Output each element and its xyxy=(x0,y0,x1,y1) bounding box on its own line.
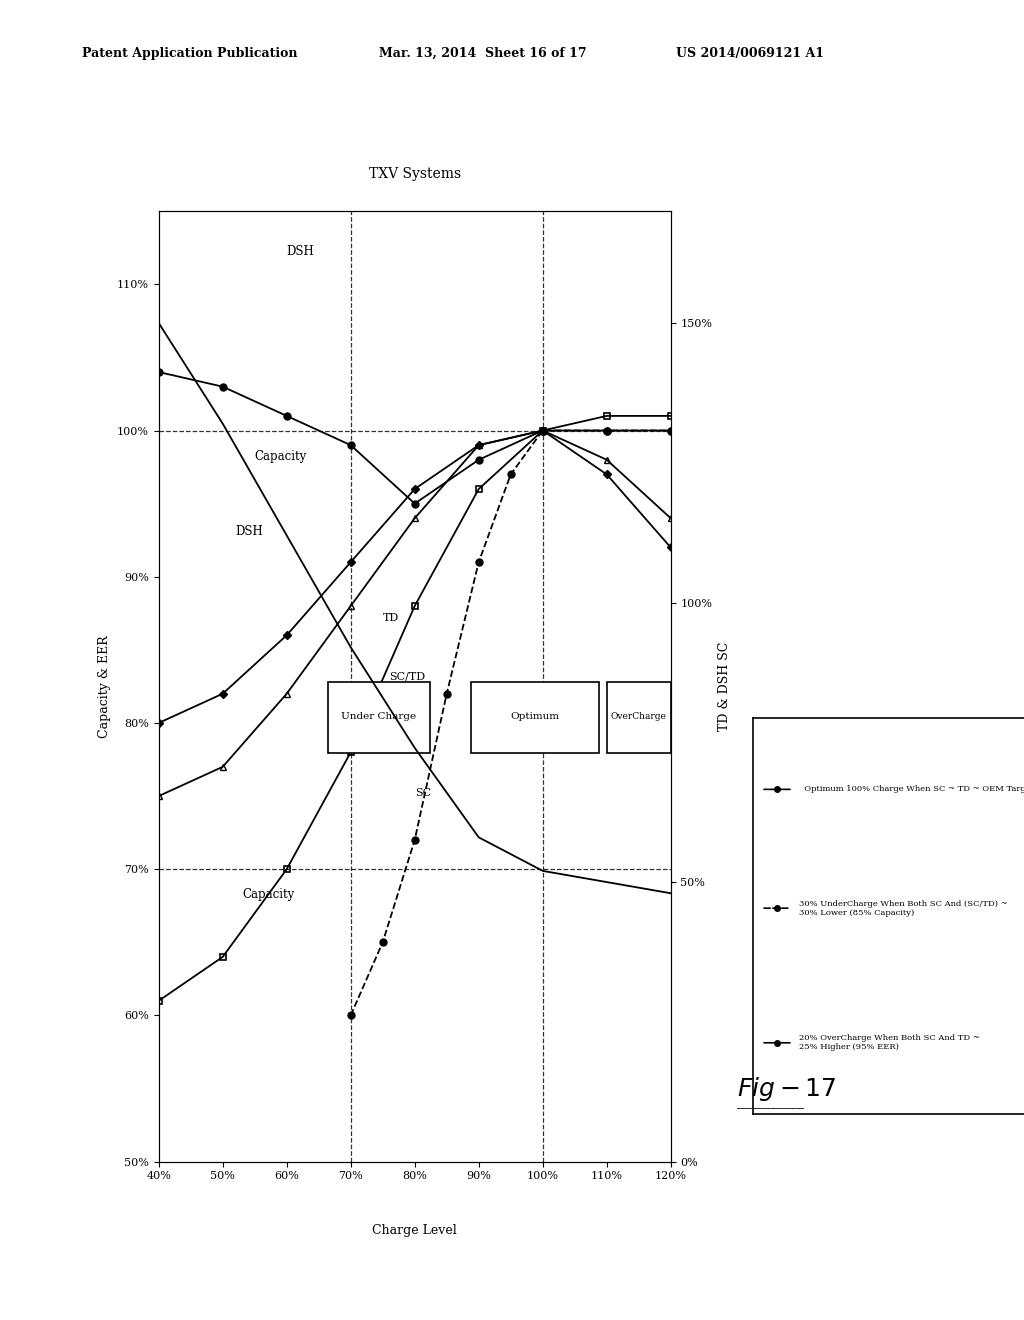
Text: TD: TD xyxy=(383,612,399,623)
Text: Patent Application Publication: Patent Application Publication xyxy=(82,46,297,59)
Text: 20% OverCharge When Both SC And TD ~
25% Higher (95% EER): 20% OverCharge When Both SC And TD ~ 25%… xyxy=(799,1034,979,1052)
Text: SC/TD: SC/TD xyxy=(389,671,425,681)
Text: Optimum: Optimum xyxy=(511,713,559,721)
Y-axis label: TD & DSH SC: TD & DSH SC xyxy=(718,642,731,731)
Text: ________: ________ xyxy=(737,1092,804,1109)
FancyBboxPatch shape xyxy=(606,681,671,752)
Text: Capacity: Capacity xyxy=(255,450,307,463)
Text: TXV Systems: TXV Systems xyxy=(369,168,461,181)
Text: Charge Level: Charge Level xyxy=(373,1224,457,1237)
FancyBboxPatch shape xyxy=(471,681,599,752)
Text: Capacity: Capacity xyxy=(242,888,294,902)
Text: DSH: DSH xyxy=(287,246,314,259)
Text: Optimum 100% Charge When SC ~ TD ~ OEM Target: Optimum 100% Charge When SC ~ TD ~ OEM T… xyxy=(799,785,1024,793)
FancyBboxPatch shape xyxy=(328,681,430,752)
Text: OverCharge: OverCharge xyxy=(610,713,667,721)
Y-axis label: Capacity & EER: Capacity & EER xyxy=(98,635,112,738)
Text: SC: SC xyxy=(415,788,431,799)
Text: Under Charge: Under Charge xyxy=(341,713,417,721)
Text: US 2014/0069121 A1: US 2014/0069121 A1 xyxy=(676,46,824,59)
Text: $\it{Fig-17}$: $\it{Fig-17}$ xyxy=(737,1074,837,1102)
Text: Mar. 13, 2014  Sheet 16 of 17: Mar. 13, 2014 Sheet 16 of 17 xyxy=(379,46,587,59)
Text: 30% UnderCharge When Both SC And (SC/TD) ~
30% Lower (85% Capacity): 30% UnderCharge When Both SC And (SC/TD)… xyxy=(799,899,1008,917)
Text: DSH: DSH xyxy=(236,525,263,539)
